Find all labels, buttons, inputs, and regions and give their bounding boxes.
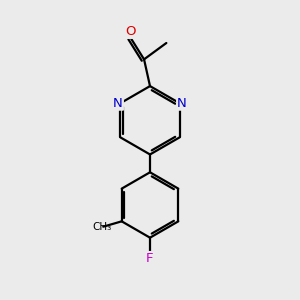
- Text: CH₃: CH₃: [92, 222, 111, 232]
- Text: O: O: [125, 25, 135, 38]
- Text: N: N: [113, 97, 123, 110]
- Text: N: N: [177, 97, 187, 110]
- Text: F: F: [146, 252, 154, 265]
